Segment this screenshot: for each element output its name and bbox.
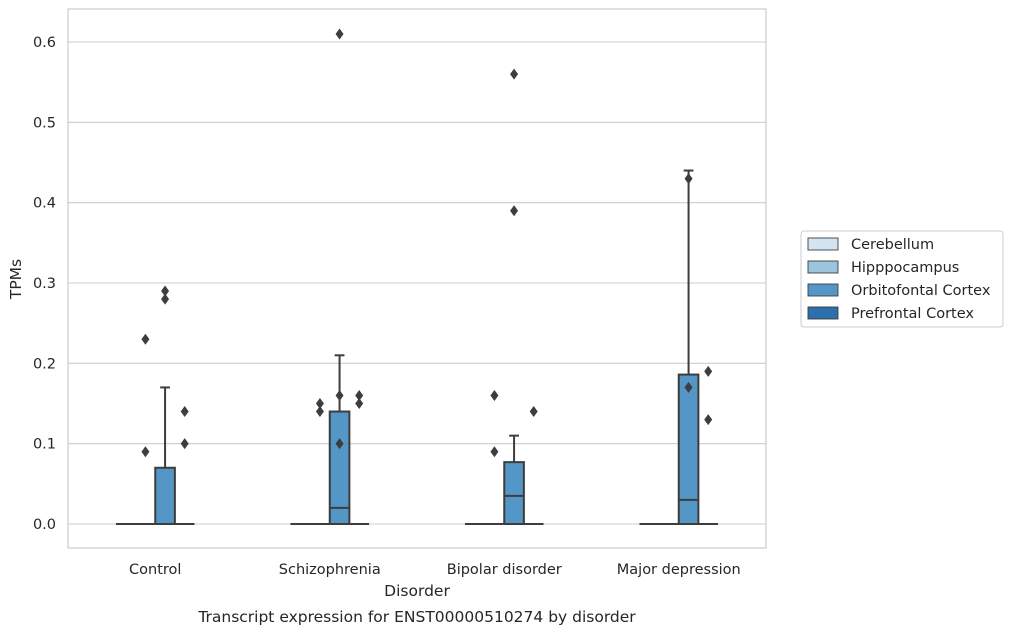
outlier-point: [161, 293, 170, 305]
y-tick-label: 0.3: [33, 276, 56, 292]
legend-frame: [800, 230, 1004, 328]
box-1-1: [310, 398, 330, 525]
y-tick-label: 0.5: [33, 115, 56, 131]
y-axis-ticks: 0.0 0.1 0.2 0.3 0.4 0.5 0.6: [33, 35, 56, 533]
legend-swatch: [807, 306, 839, 320]
x-tick-label: Schizophrenia: [279, 562, 381, 578]
outlier-point: [335, 28, 344, 40]
box-1-3: [349, 389, 370, 525]
outlier-point: [335, 438, 344, 450]
x-tick-label: Major depression: [617, 562, 741, 578]
outlier-point: [355, 389, 364, 401]
outlier-point: [161, 285, 170, 297]
y-tick-label: 0.0: [33, 517, 56, 533]
x-axis-ticks: Control Schizophrenia Bipolar disorder Majo…: [129, 562, 741, 578]
box-rect: [677, 373, 700, 525]
legend-label: Cerebellum: [851, 237, 934, 253]
legend-swatch: [807, 260, 839, 274]
chart-caption: Transcript expression for ENST0000051027…: [197, 608, 636, 626]
outlier-point: [180, 438, 189, 450]
y-tick-label: 0.1: [33, 437, 56, 453]
y-axis-label: TPMs: [7, 259, 25, 300]
x-tick-label: Bipolar disorder: [447, 562, 562, 578]
outlier-point: [704, 365, 713, 377]
box-3-2: [677, 169, 700, 525]
x-tick-label: Control: [129, 562, 181, 578]
y-tick-label: 0.4: [33, 196, 56, 212]
outlier-point: [510, 205, 519, 217]
outlier-point: [355, 398, 364, 409]
box-2-3: [523, 406, 544, 525]
legend-label: Prefrontal Cortex: [851, 306, 974, 322]
box-rect: [503, 461, 525, 526]
y-tick-label: 0.6: [33, 35, 56, 51]
outlier-point: [684, 381, 693, 393]
outlier-point: [529, 406, 538, 418]
legend-swatch: [807, 237, 839, 251]
outlier-point: [704, 414, 713, 426]
legend-swatch: [807, 283, 839, 297]
box-0-3: [174, 406, 195, 525]
box-3-3: [698, 365, 719, 525]
plot-area-frame: [67, 8, 767, 549]
outlier-point: [141, 333, 150, 345]
box-2-1: [484, 389, 505, 525]
box-0-1: [135, 333, 156, 525]
box-rect: [328, 410, 351, 525]
outlier-point: [490, 389, 499, 401]
box-0-2: [154, 285, 176, 525]
outlier-point: [315, 406, 324, 418]
legend: Cerebellum Hipppocampus Orbitofontal Corte…: [800, 230, 1004, 328]
outlier-point: [141, 446, 150, 458]
y-tick-label: 0.2: [33, 356, 56, 372]
legend-label: Hipppocampus: [851, 260, 959, 276]
outlier-point: [490, 446, 499, 458]
box-groups: [115, 28, 719, 526]
outlier-point: [180, 406, 189, 418]
box-1-2: [328, 28, 351, 525]
legend-label: Orbitofontal Cortex: [851, 283, 991, 299]
x-axis-label: Disorder: [384, 582, 450, 600]
gridlines: [68, 41, 766, 525]
outlier-point: [315, 398, 324, 409]
outlier-point: [335, 389, 344, 401]
box-rect: [154, 466, 176, 525]
outlier-point: [510, 68, 519, 80]
outlier-point: [684, 173, 693, 185]
box-2-2: [503, 68, 525, 526]
